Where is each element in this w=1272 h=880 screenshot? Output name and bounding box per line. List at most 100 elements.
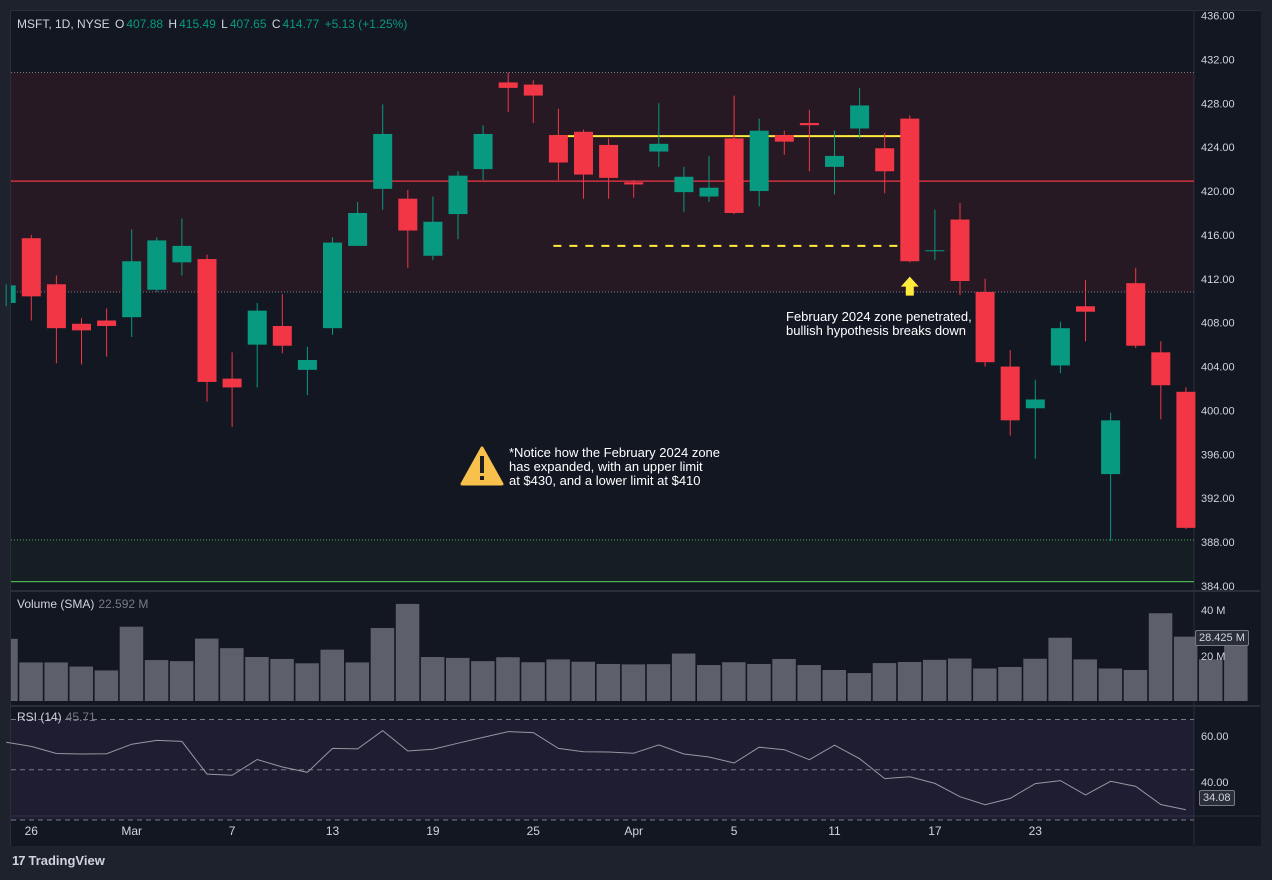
volume-bar xyxy=(772,658,796,701)
volume-bar xyxy=(1048,637,1072,701)
candle-down xyxy=(1176,391,1196,528)
candle-down xyxy=(875,148,895,172)
volume-bar xyxy=(1199,659,1223,701)
volume-bar xyxy=(973,668,997,701)
price-axis-tick: 424.00 xyxy=(1201,142,1235,154)
candle-down xyxy=(1000,366,1020,421)
up-arrow-icon xyxy=(900,276,919,296)
candle-down xyxy=(724,138,744,213)
breakdown-annotation[interactable]: February 2024 zone penetrated, bullish h… xyxy=(786,309,972,338)
symbol-legend[interactable]: MSFT, 1D, NYSE O 407.88 H 415.49 L 407.65 C… xyxy=(17,17,409,31)
price-axis-tick: 408.00 xyxy=(1201,318,1235,330)
candle-down xyxy=(900,118,920,262)
low-label: L xyxy=(221,17,228,31)
volume-bar xyxy=(395,603,420,701)
volume-bar xyxy=(69,666,93,701)
rsi-pane-title[interactable]: RSI (14) 45.71 xyxy=(17,710,96,724)
volume-bar xyxy=(847,673,872,701)
volume-bar xyxy=(596,663,621,701)
volume-bar xyxy=(1224,639,1248,701)
price-axis-tick: 388.00 xyxy=(1201,537,1235,549)
volume-bar xyxy=(697,665,721,701)
symbol-label[interactable]: MSFT, 1D, NYSE xyxy=(17,17,110,31)
candle-up xyxy=(1025,399,1045,409)
time-axis-tick: Apr xyxy=(624,824,643,838)
candle-down xyxy=(774,135,794,142)
candle-up xyxy=(172,245,192,263)
volume-bar xyxy=(1073,659,1097,701)
close-label: C xyxy=(271,17,281,31)
candle-up xyxy=(147,240,167,290)
volume-bar xyxy=(44,662,68,701)
tradingview-logo[interactable]: 17 TradingView xyxy=(12,853,105,868)
volume-bar xyxy=(897,662,922,701)
time-axis-tick: 13 xyxy=(326,824,340,838)
candle-up xyxy=(1050,328,1070,366)
candle-down xyxy=(799,123,819,126)
volume-bar xyxy=(621,664,646,701)
candle-up xyxy=(825,155,844,167)
rsi-axis-label: 40.00 xyxy=(1201,777,1229,789)
volume-bar xyxy=(521,662,545,701)
candle-down xyxy=(272,325,292,346)
candle-up xyxy=(850,105,870,129)
volume-bar xyxy=(646,664,671,701)
tradingview-logo-text: TradingView xyxy=(28,853,105,868)
price-axis-tick: 428.00 xyxy=(1201,98,1235,110)
high-value: 415.49 xyxy=(179,17,216,31)
volume-bar xyxy=(747,663,771,701)
low-value: 407.65 xyxy=(229,17,267,31)
volume-bar xyxy=(245,657,269,701)
price-axis-tick: 416.00 xyxy=(1201,230,1235,242)
volume-bar xyxy=(295,663,319,701)
price-axis-tick: 400.00 xyxy=(1201,405,1235,417)
volume-bar xyxy=(94,670,119,701)
volume-bar xyxy=(19,662,43,701)
volume-bar xyxy=(169,661,194,701)
candle-down xyxy=(1126,283,1146,346)
candle-up xyxy=(649,143,669,152)
volume-title: Volume (SMA) xyxy=(17,597,95,611)
warning-icon-dot xyxy=(480,476,484,480)
volume-bar xyxy=(119,626,144,701)
volume-bar xyxy=(546,659,570,701)
price-axis-tick: 420.00 xyxy=(1201,186,1235,198)
candle-up xyxy=(925,250,945,252)
candle-down xyxy=(574,131,593,175)
time-axis-tick: 19 xyxy=(426,824,440,838)
warning-icon-bar xyxy=(480,456,484,473)
time-axis-tick: 5 xyxy=(731,824,738,838)
rsi-line xyxy=(6,729,1187,811)
price-zone xyxy=(11,72,1194,292)
time-axis-tick: Mar xyxy=(121,824,142,838)
candle-down xyxy=(548,135,568,163)
candle-down xyxy=(398,198,418,231)
volume-bar xyxy=(722,662,746,701)
volume-axis-label: 40 M xyxy=(1201,605,1226,617)
volume-pane-title[interactable]: Volume (SMA) 22.592 M xyxy=(17,597,148,611)
volume-bar xyxy=(320,649,344,701)
close-value: 414.77 xyxy=(282,17,320,31)
candle-up xyxy=(448,175,468,215)
time-axis-tick: 26 xyxy=(25,824,39,838)
time-axis-tick: 7 xyxy=(229,824,236,838)
candle-down xyxy=(197,259,217,382)
volume-bar xyxy=(1173,636,1198,701)
price-axis-tick: 404.00 xyxy=(1201,362,1235,374)
rsi-band xyxy=(11,719,1194,821)
candle-down xyxy=(46,284,66,329)
candle-down xyxy=(975,291,995,363)
zone-annotation[interactable]: *Notice how the February 2024 zone has e… xyxy=(509,445,721,488)
volume-bar xyxy=(1148,613,1173,701)
open-value: 407.88 xyxy=(126,17,164,31)
price-axis-tick: 384.00 xyxy=(1201,581,1235,593)
volume-bar xyxy=(420,657,445,701)
rsi-axis-label: 60.00 xyxy=(1201,731,1229,743)
candle-down xyxy=(523,84,543,96)
candle-up xyxy=(348,212,368,246)
candle-down xyxy=(21,238,41,297)
candle-down xyxy=(97,320,117,326)
price-axis-tick: 432.00 xyxy=(1201,54,1235,66)
price-axis-tick: 436.00 xyxy=(1201,10,1235,22)
